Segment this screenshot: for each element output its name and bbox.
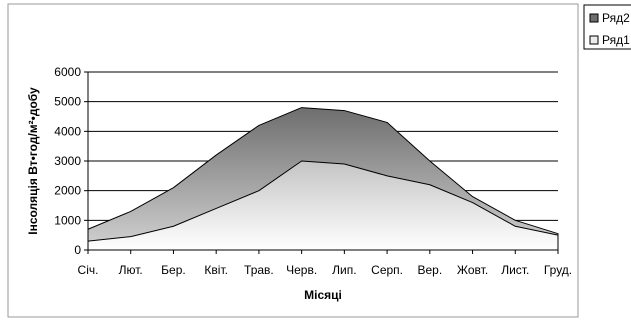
x-tick-label: Черв. [286, 263, 317, 277]
x-tick-label: Вер. [417, 263, 442, 277]
x-tick-label: Груд. [544, 263, 572, 277]
x-tick-label: Трав. [244, 263, 274, 277]
legend-swatch-series-1 [589, 35, 599, 45]
y-tick-labels: 0 1000 2000 3000 4000 5000 6000 [54, 65, 88, 257]
y-tick-label: 6000 [54, 65, 81, 79]
legend-label-series-2: Ряд2 [602, 11, 630, 25]
x-tick-label: Серп. [371, 263, 403, 277]
x-tick-label: Лист. [501, 263, 529, 277]
y-axis-title: Інсоляція Вт•год/м²•добу [26, 87, 40, 235]
y-tick-label: 1000 [54, 213, 81, 227]
y-tick-label: 2000 [54, 184, 81, 198]
y-tick-label: 3000 [54, 154, 81, 168]
legend: Ряд2 Ряд1 [583, 4, 631, 50]
area-series-1 [87, 160, 559, 251]
x-tick-labels: Січ. Лют. Бер. Квіт. Трав. Черв. Лип. Серп. Вер.… [78, 250, 572, 277]
legend-swatch-series-2 [589, 13, 599, 23]
x-tick-label: Квіт. [204, 263, 228, 277]
x-tick-label: Бер. [161, 263, 186, 277]
x-tick-label: Лют. [119, 263, 143, 277]
y-tick-label: 5000 [54, 95, 81, 109]
x-tick-label: Лип. [332, 263, 356, 277]
x-axis-title: Місяці [304, 288, 342, 302]
series-areas [87, 107, 559, 251]
y-tick-label: 4000 [54, 124, 81, 138]
x-tick-label: Жовт. [457, 263, 488, 277]
x-tick-label: Січ. [78, 263, 99, 277]
legend-label-series-1: Ряд1 [602, 33, 630, 47]
y-tick-label: 0 [74, 243, 81, 257]
